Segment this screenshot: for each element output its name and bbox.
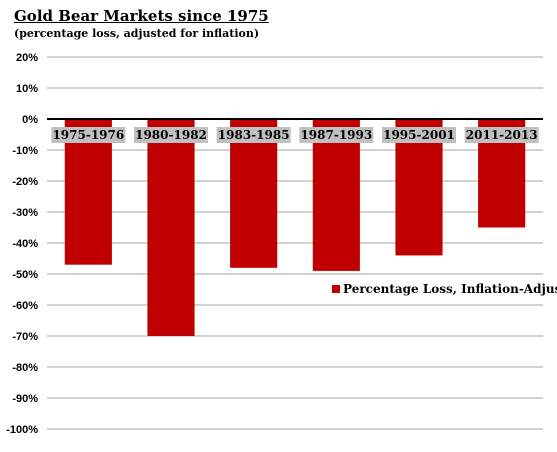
category-label-background — [299, 127, 374, 143]
bar — [147, 119, 195, 336]
chart-subtitle: (percentage loss, adjusted for inflation… — [14, 27, 260, 40]
y-tick-label: -20% — [12, 176, 38, 188]
y-tick-label: -80% — [12, 362, 38, 374]
y-tick-label: 10% — [16, 83, 38, 95]
category-label-background — [464, 127, 539, 143]
category-label: 1987-1993 — [300, 128, 372, 142]
y-tick-label: -100% — [6, 424, 38, 436]
bar — [64, 119, 112, 265]
y-tick-label: -10% — [12, 145, 38, 157]
y-tick-label: -90% — [12, 393, 38, 405]
category-label-background — [134, 127, 208, 143]
chart-title: Gold Bear Markets since 1975 — [14, 7, 269, 25]
category-label-background — [382, 127, 456, 143]
legend-label: Percentage Loss, Inflation-Adjusted — [343, 282, 557, 296]
category-label-background — [51, 127, 126, 143]
y-tick-label: 20% — [16, 52, 38, 64]
category-label: 1983-1985 — [218, 128, 290, 142]
y-tick-label: -70% — [12, 331, 38, 343]
legend-swatch — [332, 285, 340, 293]
y-tick-label: -30% — [12, 207, 38, 219]
y-tick-label: -40% — [12, 238, 38, 250]
y-tick-label: -50% — [12, 269, 38, 281]
y-tick-label: -60% — [12, 300, 38, 312]
category-label: 1980-1982 — [135, 128, 207, 142]
bar — [230, 119, 278, 268]
bar — [312, 119, 360, 271]
category-label: 2011-2013 — [466, 128, 538, 142]
y-tick-label: 0% — [22, 114, 38, 126]
category-label: 1975-1976 — [52, 128, 124, 142]
category-label: 1995-2001 — [383, 128, 455, 142]
category-label-background — [216, 127, 291, 143]
